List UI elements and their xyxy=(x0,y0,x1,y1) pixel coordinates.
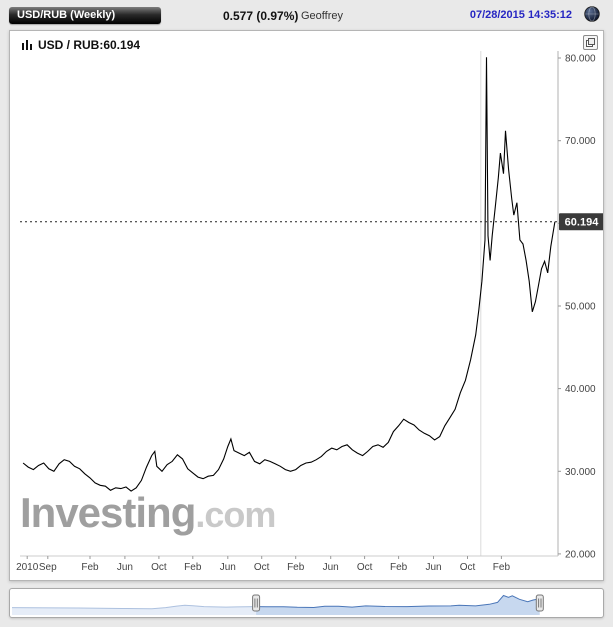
x-axis-label: Jun xyxy=(323,562,339,573)
y-axis-label: 20.000 xyxy=(565,549,596,560)
series-icon xyxy=(22,39,33,53)
x-axis-label: Oct xyxy=(460,562,476,573)
x-axis-label: Feb xyxy=(184,562,202,573)
x-axis-label: Jun xyxy=(220,562,236,573)
chart-legend: USD / RUB:60.194 xyxy=(22,38,140,53)
x-axis-label: Sep xyxy=(39,562,57,573)
navigator-chart[interactable] xyxy=(10,589,603,617)
username-label: Geoffrey xyxy=(301,10,343,22)
price-series xyxy=(22,57,556,492)
top-bar: USD/RUB (Weekly) 0.577 (0.97%) Geoffrey … xyxy=(9,6,604,28)
timestamp: 07/28/2015 14:35:12 xyxy=(469,9,572,21)
y-axis-label: 80.000 xyxy=(565,54,596,65)
watermark-bold: Investing xyxy=(20,489,196,536)
chart-legend-label: USD / RUB:60.194 xyxy=(38,38,141,52)
symbol-pill[interactable]: USD/RUB (Weekly) xyxy=(9,7,161,24)
navigator-left-handle[interactable] xyxy=(252,594,261,612)
x-axis-label: 2010 xyxy=(16,562,39,573)
x-axis-label: Jun xyxy=(425,562,441,573)
navigator-mask-right xyxy=(539,589,601,617)
watermark-logo: Investing.com xyxy=(20,489,276,537)
x-axis-label: Jun xyxy=(117,562,133,573)
chart-panel: USD / RUB:60.194 Investing.com 80.000 70.… xyxy=(9,30,604,581)
x-axis-label: Feb xyxy=(493,562,511,573)
x-axis-label: Feb xyxy=(81,562,99,573)
symbol-label: USD/RUB (Weekly) xyxy=(17,9,116,21)
collapse-chart-button[interactable] xyxy=(583,35,598,50)
x-axis-label: Oct xyxy=(357,562,373,573)
x-axis-label: Feb xyxy=(390,562,408,573)
y-axis-label: 30.000 xyxy=(565,467,596,478)
price-chart[interactable]: 80.00070.00060.00050.00040.00030.00020.0… xyxy=(10,31,603,580)
globe-icon[interactable] xyxy=(584,6,600,22)
x-axis-label: Oct xyxy=(151,562,167,573)
y-axis-label: 70.000 xyxy=(565,136,596,147)
last-price-tag-label: 60.194 xyxy=(565,217,600,229)
y-axis-label: 50.000 xyxy=(565,302,596,313)
last-price-tag xyxy=(559,213,603,231)
navigator-mask-left xyxy=(12,589,257,617)
watermark-suffix: .com xyxy=(195,494,276,535)
y-axis-label: 40.000 xyxy=(565,384,596,395)
price-change: 0.577 (0.97%) xyxy=(223,9,299,23)
x-axis-label: Oct xyxy=(254,562,270,573)
range-navigator[interactable] xyxy=(9,588,604,618)
restore-icon xyxy=(586,38,595,47)
x-axis-label: Feb xyxy=(287,562,305,573)
navigator-right-handle[interactable] xyxy=(535,594,544,612)
